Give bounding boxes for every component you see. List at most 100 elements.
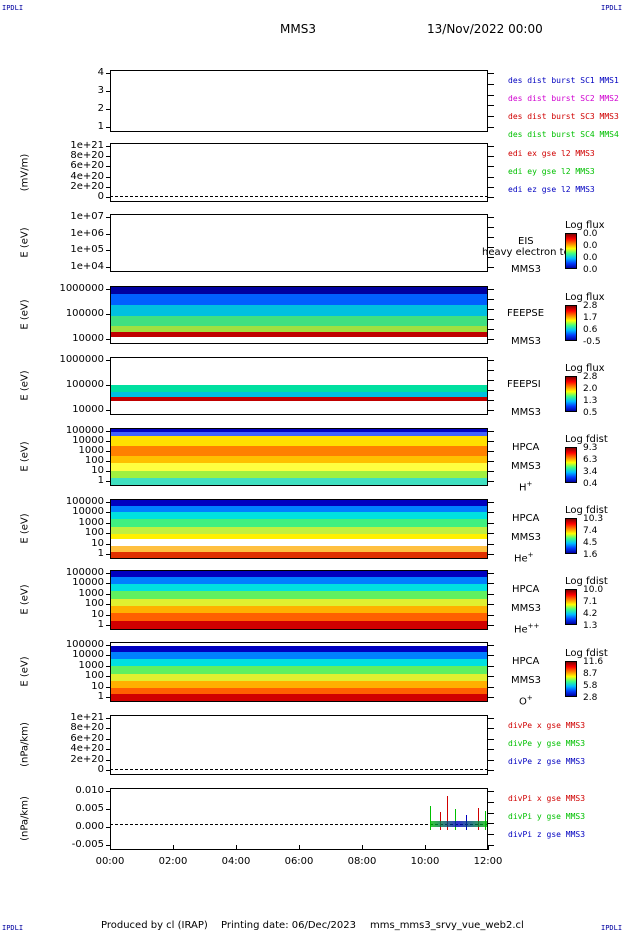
colorbar-title: Log fdist — [565, 648, 608, 659]
corner-label-tr: IPDLI — [601, 4, 623, 12]
legend-entry: des dist burst SC3 MMS3 — [508, 112, 619, 121]
y-tick-mark-right — [488, 461, 494, 462]
y-tick-mark-right — [488, 257, 494, 258]
colorbar-tick: -0.5 — [583, 337, 601, 347]
y-tick-mark — [106, 791, 110, 792]
y-tick-mark-right — [488, 604, 494, 606]
y-tick-mark — [106, 156, 110, 158]
y-tick-label: 10000 — [72, 506, 104, 518]
overlay-label: heavy electron to — [482, 247, 570, 258]
spectrogram-band — [111, 431, 487, 436]
y-tick-mark-right — [488, 73, 494, 74]
y-tick-mark — [106, 176, 110, 178]
colorbar-tick: 6.3 — [583, 455, 598, 465]
y-axis-label: E (eV) — [19, 441, 31, 472]
instrument-label: HPCA — [512, 513, 540, 524]
y-tick-mark-right — [488, 329, 494, 330]
y-tick-label: 100000 — [65, 639, 104, 650]
spectrogram-band — [111, 511, 487, 519]
y-tick-mark — [106, 645, 110, 646]
y-tick-label: 10000 — [72, 435, 104, 446]
y-tick-label: 4e+20 — [70, 743, 104, 755]
y-tick-mark — [106, 593, 110, 595]
y-tick-mark-right — [488, 718, 494, 719]
y-tick-label: 10 — [91, 465, 104, 476]
y-tick-mark-right — [488, 247, 494, 248]
panel-p2 — [110, 143, 488, 202]
colorbar-tick: 10.3 — [583, 514, 604, 524]
legend-entry: divPi y gse MMS3 — [508, 812, 586, 821]
spectrogram-band — [111, 658, 487, 666]
spacecraft-label: MMS3 — [511, 461, 541, 472]
y-tick-mark — [106, 73, 110, 74]
spectrogram-band — [111, 455, 487, 463]
y-tick-mark — [106, 686, 110, 688]
x-tick-label: 04:00 — [221, 856, 251, 867]
spectrogram-band — [111, 462, 487, 471]
colorbar-tick: 10.0 — [583, 585, 604, 595]
y-tick-mark-right — [488, 186, 494, 188]
instrument-label: EIS — [518, 236, 534, 247]
y-tick-mark-right — [488, 370, 494, 371]
y-tick-label: 10000 — [72, 333, 104, 344]
colorbar-tick: 0.0 — [583, 253, 598, 263]
y-tick-label: 0.000 — [75, 821, 104, 832]
y-axis-label: E (eV) — [19, 299, 31, 330]
spacecraft-label: MMS3 — [511, 675, 541, 686]
y-tick-mark-right — [488, 759, 494, 761]
y-tick-label: 8e+20 — [70, 722, 104, 734]
x-tick-label: 02:00 — [158, 856, 188, 867]
y-tick-mark — [106, 554, 110, 555]
panel-p11 — [110, 788, 488, 850]
y-tick-mark-right — [488, 441, 494, 442]
spectrogram-band — [111, 680, 487, 688]
y-tick-mark-right — [488, 543, 494, 545]
colorbar-tick: 0.0 — [583, 265, 598, 275]
y-tick-mark-right — [488, 309, 494, 310]
y-tick-label: 100000 — [65, 425, 104, 436]
y-tick-mark-right — [488, 645, 494, 646]
y-tick-mark — [106, 543, 110, 545]
spectrogram-band — [111, 445, 487, 456]
y-tick-label: 1000 — [78, 445, 104, 456]
footer-produced: Produced by cl (IRAP) — [101, 920, 208, 931]
y-tick-label: 2 — [97, 103, 104, 114]
y-tick-mark-right — [488, 823, 494, 825]
spectrogram-band — [111, 576, 487, 584]
y-tick-mark — [106, 502, 110, 503]
spectrogram-band — [111, 293, 487, 305]
colorbar-tick: 2.8 — [583, 693, 598, 703]
y-tick-mark — [106, 186, 110, 188]
y-tick-label: 10 — [91, 537, 104, 549]
y-tick-mark — [106, 127, 110, 128]
y-tick-label: 6e+20 — [70, 732, 104, 744]
colorbar-tick: 0.5 — [583, 408, 598, 418]
y-tick-label: 1000000 — [59, 354, 104, 365]
colorbar-tick: 1.6 — [583, 550, 598, 560]
legend-entry: edi ex gse l2 MMS3 — [508, 149, 595, 158]
spectrogram-band — [111, 673, 487, 681]
y-tick-mark-right — [488, 176, 494, 178]
colorbar-tick: 2.8 — [583, 301, 598, 311]
spectrogram-band — [111, 477, 487, 485]
y-tick-mark — [106, 718, 110, 719]
x-tick-mark — [299, 845, 300, 850]
colorbar-title: Log fdist — [565, 576, 608, 587]
y-tick-label: 10 — [91, 680, 104, 692]
species-charge: + — [526, 480, 533, 488]
data-spike — [478, 807, 479, 830]
instrument-label: FEEPSE — [507, 308, 545, 319]
spectrogram-band — [111, 435, 487, 446]
y-tick-mark-right — [488, 625, 494, 626]
legend-entry: des dist burst SC4 MMS4 — [508, 130, 619, 139]
species-charge: + — [526, 694, 533, 702]
y-axis-label: (nPa/km) — [19, 722, 31, 767]
y-axis-label: (mV/m) — [19, 153, 31, 191]
y-tick-mark — [106, 614, 110, 616]
y-tick-label: 2e+20 — [70, 180, 104, 192]
y-tick-mark-right — [488, 665, 494, 667]
y-tick-mark — [106, 217, 110, 218]
y-tick-label: 100000 — [65, 379, 104, 390]
y-tick-mark — [106, 146, 110, 147]
instrument-label: HPCA — [512, 442, 540, 453]
